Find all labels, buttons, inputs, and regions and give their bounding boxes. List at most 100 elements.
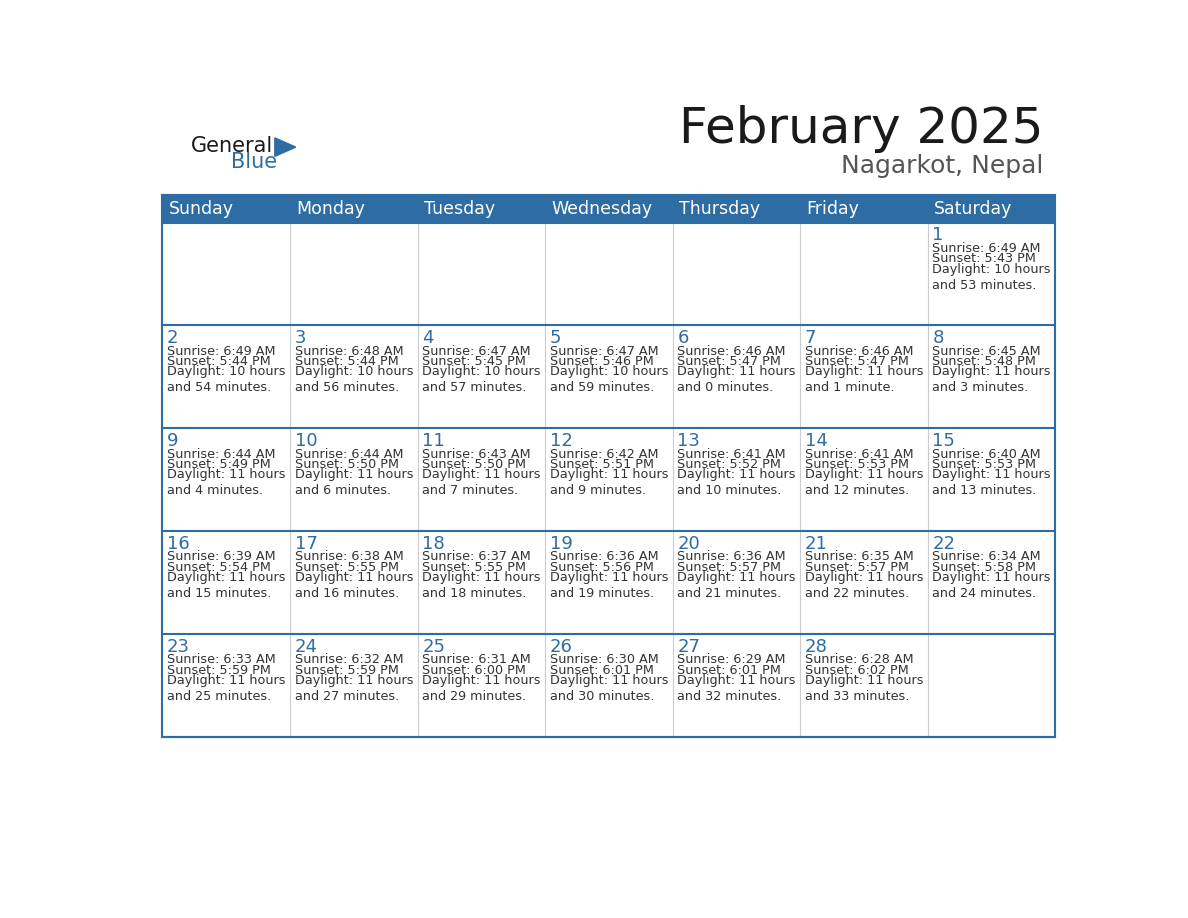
Text: Sunset: 5:43 PM: Sunset: 5:43 PM (933, 252, 1036, 265)
Bar (417, 222, 545, 326)
Text: Sunrise: 6:31 AM: Sunrise: 6:31 AM (422, 654, 531, 666)
Text: Nagarkot, Nepal: Nagarkot, Nepal (841, 154, 1043, 178)
Text: Sunrise: 6:36 AM: Sunrise: 6:36 AM (677, 551, 786, 564)
Text: Sunrise: 6:46 AM: Sunrise: 6:46 AM (804, 344, 914, 358)
Text: 10: 10 (295, 432, 317, 450)
Text: Daylight: 11 hours
and 19 minutes.: Daylight: 11 hours and 19 minutes. (550, 571, 668, 600)
Text: 13: 13 (677, 432, 700, 450)
Bar (672, 429, 801, 532)
Text: 27: 27 (677, 638, 700, 656)
Text: 17: 17 (295, 535, 317, 553)
Text: Sunrise: 6:45 AM: Sunrise: 6:45 AM (933, 344, 1041, 358)
Bar (417, 634, 545, 737)
Text: Sunset: 5:49 PM: Sunset: 5:49 PM (168, 458, 271, 471)
Text: Daylight: 11 hours
and 22 minutes.: Daylight: 11 hours and 22 minutes. (804, 571, 923, 600)
Bar (801, 634, 928, 737)
Text: Daylight: 10 hours
and 54 minutes.: Daylight: 10 hours and 54 minutes. (168, 365, 285, 395)
Text: 8: 8 (933, 330, 943, 347)
Text: Sunrise: 6:44 AM: Sunrise: 6:44 AM (295, 448, 403, 461)
Bar (801, 222, 928, 326)
Text: Thursday: Thursday (678, 200, 760, 218)
Text: Daylight: 11 hours
and 29 minutes.: Daylight: 11 hours and 29 minutes. (422, 674, 541, 703)
Text: Daylight: 11 hours
and 18 minutes.: Daylight: 11 hours and 18 minutes. (422, 571, 541, 600)
Text: Sunrise: 6:30 AM: Sunrise: 6:30 AM (550, 654, 658, 666)
Text: 24: 24 (295, 638, 317, 656)
Text: Tuesday: Tuesday (424, 200, 495, 218)
Text: Sunset: 5:54 PM: Sunset: 5:54 PM (168, 561, 271, 574)
Text: 28: 28 (804, 638, 828, 656)
Text: 18: 18 (422, 535, 446, 553)
Text: Sunrise: 6:46 AM: Sunrise: 6:46 AM (677, 344, 785, 358)
Text: Sunset: 6:00 PM: Sunset: 6:00 PM (422, 664, 526, 677)
Bar (672, 222, 801, 326)
Text: 23: 23 (168, 638, 190, 656)
Bar (290, 634, 417, 737)
Text: Monday: Monday (296, 200, 365, 218)
Text: 9: 9 (168, 432, 178, 450)
Bar (545, 429, 672, 532)
Text: Sunrise: 6:40 AM: Sunrise: 6:40 AM (933, 448, 1041, 461)
Text: Daylight: 11 hours
and 30 minutes.: Daylight: 11 hours and 30 minutes. (550, 674, 668, 703)
Text: Sunrise: 6:32 AM: Sunrise: 6:32 AM (295, 654, 403, 666)
Bar (163, 326, 290, 429)
Text: Sunrise: 6:44 AM: Sunrise: 6:44 AM (168, 448, 276, 461)
Bar (290, 429, 417, 532)
Text: Sunrise: 6:49 AM: Sunrise: 6:49 AM (168, 344, 276, 358)
Text: Sunset: 6:01 PM: Sunset: 6:01 PM (677, 664, 782, 677)
Text: Sunrise: 6:28 AM: Sunrise: 6:28 AM (804, 654, 914, 666)
Text: Sunset: 5:51 PM: Sunset: 5:51 PM (550, 458, 653, 471)
Text: Sunrise: 6:37 AM: Sunrise: 6:37 AM (422, 551, 531, 564)
Text: Sunrise: 6:35 AM: Sunrise: 6:35 AM (804, 551, 914, 564)
Text: Sunset: 5:56 PM: Sunset: 5:56 PM (550, 561, 653, 574)
Text: Sunrise: 6:43 AM: Sunrise: 6:43 AM (422, 448, 531, 461)
Text: Daylight: 11 hours
and 24 minutes.: Daylight: 11 hours and 24 minutes. (933, 571, 1051, 600)
Text: 4: 4 (422, 330, 434, 347)
Text: Daylight: 11 hours
and 12 minutes.: Daylight: 11 hours and 12 minutes. (804, 468, 923, 498)
Bar (545, 532, 672, 634)
Bar (163, 195, 1055, 737)
Text: 26: 26 (550, 638, 573, 656)
Text: Sunset: 5:47 PM: Sunset: 5:47 PM (677, 355, 782, 368)
Text: Friday: Friday (807, 200, 859, 218)
Bar (163, 222, 290, 326)
Polygon shape (274, 138, 296, 156)
Text: Daylight: 11 hours
and 13 minutes.: Daylight: 11 hours and 13 minutes. (933, 468, 1051, 498)
Text: Sunrise: 6:34 AM: Sunrise: 6:34 AM (933, 551, 1041, 564)
Text: 16: 16 (168, 535, 190, 553)
Bar (417, 326, 545, 429)
Text: 25: 25 (422, 638, 446, 656)
Text: Sunset: 5:58 PM: Sunset: 5:58 PM (933, 561, 1036, 574)
Bar (928, 222, 1055, 326)
Text: Sunrise: 6:29 AM: Sunrise: 6:29 AM (677, 654, 785, 666)
Text: Sunset: 5:44 PM: Sunset: 5:44 PM (168, 355, 271, 368)
Bar (672, 326, 801, 429)
Bar (417, 429, 545, 532)
Bar (928, 634, 1055, 737)
Text: Daylight: 11 hours
and 21 minutes.: Daylight: 11 hours and 21 minutes. (677, 571, 796, 600)
Text: 7: 7 (804, 330, 816, 347)
Text: February 2025: February 2025 (680, 106, 1043, 153)
Text: Sunrise: 6:38 AM: Sunrise: 6:38 AM (295, 551, 404, 564)
Bar (672, 532, 801, 634)
Text: 11: 11 (422, 432, 446, 450)
Text: Sunset: 5:50 PM: Sunset: 5:50 PM (422, 458, 526, 471)
Text: Daylight: 11 hours
and 25 minutes.: Daylight: 11 hours and 25 minutes. (168, 674, 285, 703)
Text: Sunset: 5:53 PM: Sunset: 5:53 PM (933, 458, 1036, 471)
Bar (801, 429, 928, 532)
Text: Sunrise: 6:42 AM: Sunrise: 6:42 AM (550, 448, 658, 461)
Text: Daylight: 11 hours
and 32 minutes.: Daylight: 11 hours and 32 minutes. (677, 674, 796, 703)
Text: Daylight: 11 hours
and 4 minutes.: Daylight: 11 hours and 4 minutes. (168, 468, 285, 498)
Text: Sunset: 5:55 PM: Sunset: 5:55 PM (422, 561, 526, 574)
Text: Sunset: 5:44 PM: Sunset: 5:44 PM (295, 355, 398, 368)
Text: 22: 22 (933, 535, 955, 553)
Text: Sunrise: 6:33 AM: Sunrise: 6:33 AM (168, 654, 276, 666)
Bar (417, 532, 545, 634)
Text: 2: 2 (168, 330, 178, 347)
Text: Daylight: 11 hours
and 15 minutes.: Daylight: 11 hours and 15 minutes. (168, 571, 285, 600)
Text: Sunset: 5:48 PM: Sunset: 5:48 PM (933, 355, 1036, 368)
Bar (545, 634, 672, 737)
Text: Sunrise: 6:47 AM: Sunrise: 6:47 AM (550, 344, 658, 358)
Text: Daylight: 10 hours
and 59 minutes.: Daylight: 10 hours and 59 minutes. (550, 365, 668, 395)
Text: Sunday: Sunday (169, 200, 234, 218)
Text: Sunrise: 6:47 AM: Sunrise: 6:47 AM (422, 344, 531, 358)
